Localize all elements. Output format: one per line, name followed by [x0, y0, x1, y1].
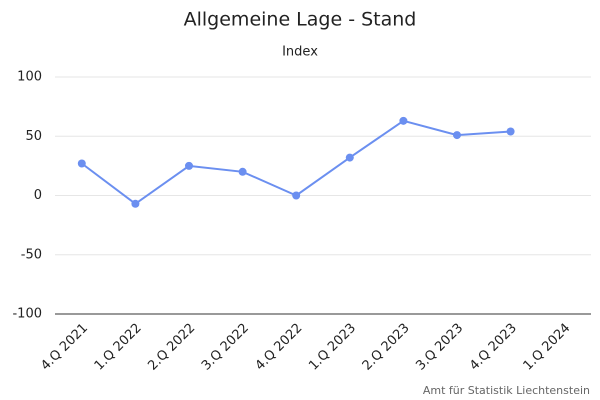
point: [292, 191, 301, 200]
y-tick-label: -100: [12, 307, 42, 322]
x-tick-label: 2.Q 2022: [145, 321, 198, 374]
line: [81, 119, 511, 206]
x-tick-label: 1.Q 2022: [92, 321, 145, 374]
y-tick-label: 50: [25, 129, 42, 144]
point: [506, 127, 515, 136]
x-tick-label: 3.Q 2022: [199, 321, 252, 374]
x-tick-label: 3.Q 2023: [413, 321, 466, 374]
chart-subtitle: Index: [282, 45, 318, 60]
point: [453, 131, 461, 140]
point: [77, 159, 86, 168]
y-tick-label: 0: [34, 188, 42, 203]
x-tick-label: 1.Q 2024: [521, 321, 574, 374]
point: [185, 161, 193, 170]
chart-title: Allgemeine Lage - Stand: [184, 9, 417, 31]
source-note: Amt für Statistik Liechtenstein: [423, 384, 590, 397]
x-tick-label: 4.Q 2023: [467, 321, 520, 374]
x-tick-label: 4.Q 2022: [253, 321, 306, 374]
point: [238, 167, 247, 176]
y-tick-label: -50: [21, 247, 42, 262]
x-tick-label: 1.Q 2023: [306, 321, 359, 374]
x-tick-label: 4.Q 2021: [38, 321, 91, 374]
point: [131, 199, 140, 208]
point: [399, 116, 408, 125]
x-tick-label: 2.Q 2023: [360, 321, 413, 374]
point: [345, 153, 354, 162]
y-tick-label: 100: [17, 70, 42, 85]
